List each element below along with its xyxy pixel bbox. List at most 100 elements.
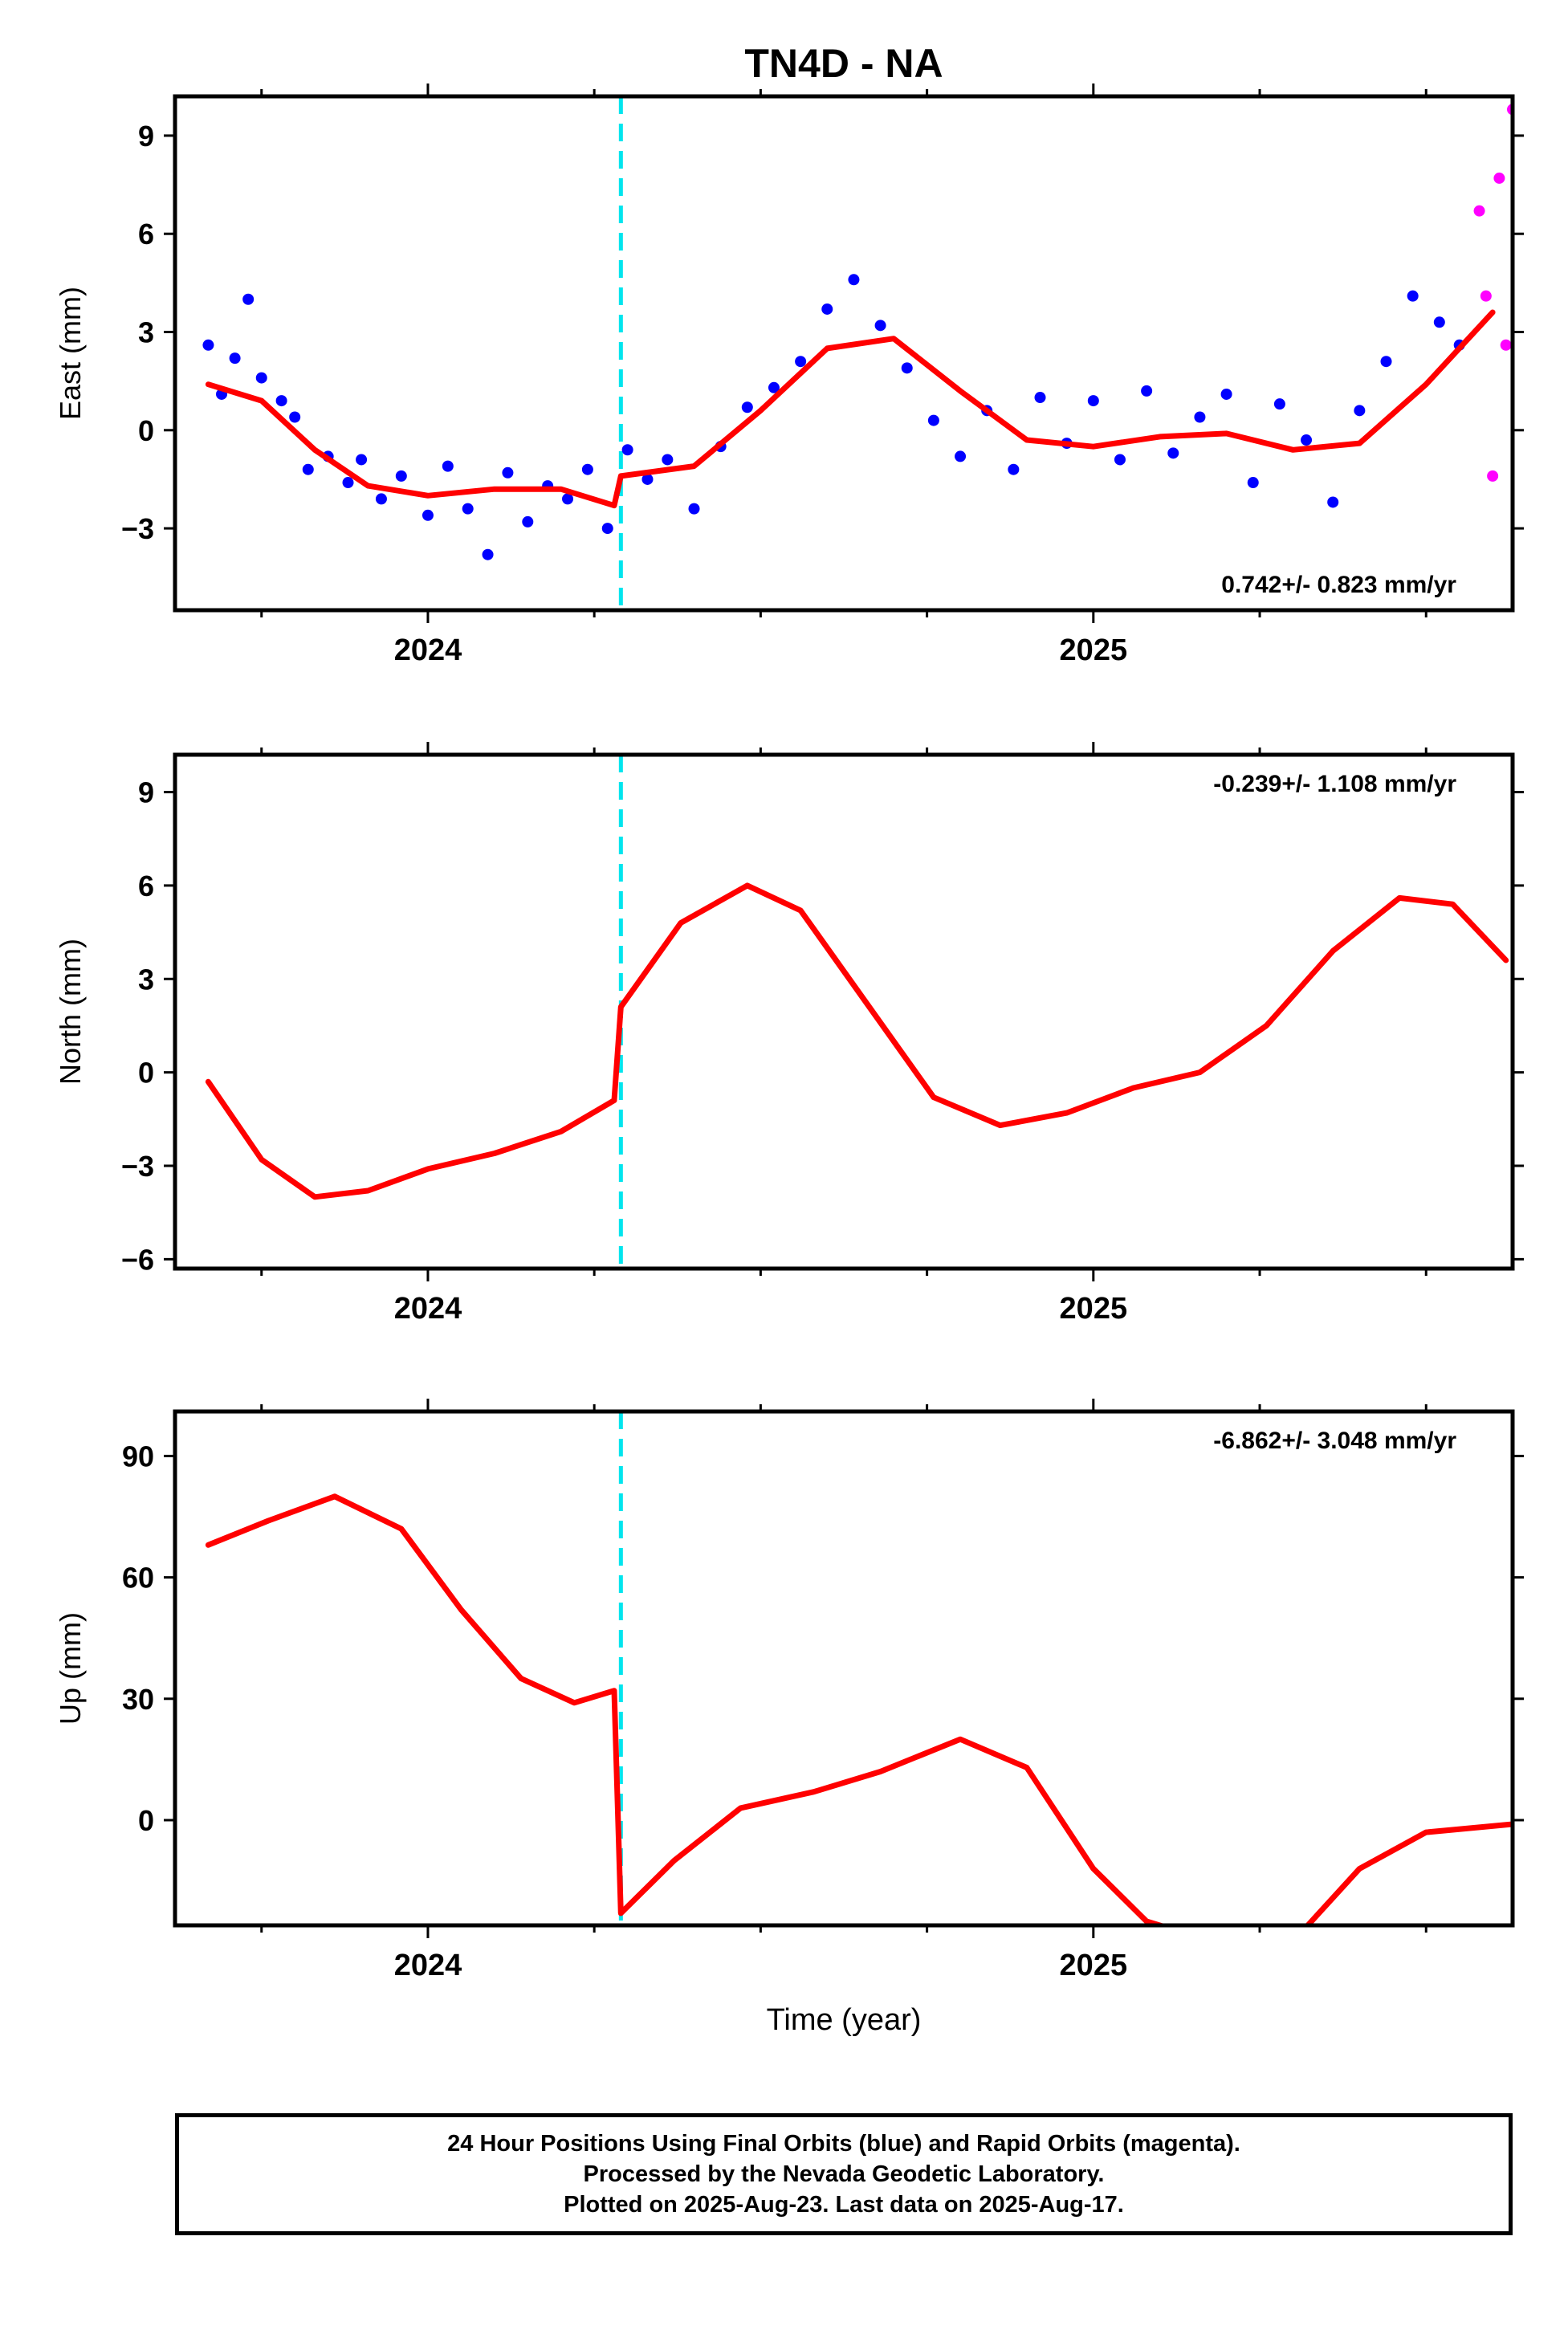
x-tick-label: 2025 bbox=[1060, 1949, 1128, 1982]
plot-area bbox=[205, 1411, 1513, 1925]
final-point bbox=[1380, 356, 1392, 368]
final-point bbox=[821, 303, 833, 315]
final-point bbox=[1327, 496, 1339, 508]
final-point bbox=[768, 381, 780, 393]
final-point bbox=[927, 414, 939, 426]
figure-title: TN4D - NA bbox=[744, 41, 943, 86]
panel-2: −6 −3 0 3 6 9 2024 2025 North (mm) -0.239+/- 1.10… bbox=[54, 742, 1524, 1326]
final-point bbox=[641, 473, 654, 485]
footer-line-1: 24 Hour Positions Using Final Orbits (bl… bbox=[447, 2131, 1240, 2157]
final-point bbox=[1141, 385, 1153, 397]
y-tick-label: 9 bbox=[138, 120, 154, 153]
y-tick-label: −3 bbox=[121, 512, 154, 545]
final-point bbox=[229, 352, 241, 365]
final-point bbox=[662, 454, 674, 466]
x-tick-label: 2024 bbox=[394, 1949, 462, 1982]
final-point bbox=[581, 463, 593, 475]
rate-label: 0.742+/- 0.823 mm/yr bbox=[1221, 572, 1456, 598]
final-point bbox=[1114, 454, 1126, 466]
final-point bbox=[1273, 398, 1285, 410]
final-point bbox=[1301, 434, 1313, 446]
final-point bbox=[275, 395, 287, 407]
rapid-point bbox=[1473, 205, 1485, 217]
rate-label: -6.862+/- 3.048 mm/yr bbox=[1213, 1428, 1456, 1454]
final-point bbox=[688, 503, 700, 515]
panel-1: −3 0 3 6 9 2024 2025 East (mm) 0.742+/- 0.823 mm… bbox=[54, 84, 1524, 667]
y-tick-label: 0 bbox=[138, 1057, 154, 1090]
panel-frame bbox=[173, 1409, 1515, 1928]
footer-line-3: Plotted on 2025-Aug-23. Last data on 202… bbox=[564, 2192, 1124, 2218]
model-curve bbox=[205, 882, 1509, 1200]
footer-note-box: 24 Hour Positions Using Final Orbits (bl… bbox=[175, 2113, 1513, 2235]
y-tick-label: 3 bbox=[138, 963, 154, 996]
final-point bbox=[562, 493, 574, 505]
final-point bbox=[522, 515, 534, 528]
footer-line-2: Processed by the Nevada Geodetic Laborat… bbox=[583, 2161, 1105, 2187]
final-point bbox=[356, 454, 368, 466]
y-tick-label: −6 bbox=[121, 1243, 154, 1276]
y-tick-label: 9 bbox=[138, 776, 154, 809]
final-point bbox=[422, 509, 434, 521]
rapid-point bbox=[1500, 339, 1512, 351]
y-axis-label: North (mm) bbox=[54, 939, 87, 1085]
final-point bbox=[1354, 405, 1366, 417]
final-point bbox=[741, 401, 753, 413]
panel-frame bbox=[173, 752, 1515, 1271]
final-point bbox=[342, 477, 354, 489]
y-tick-label: 6 bbox=[138, 218, 154, 251]
rapid-point bbox=[1480, 290, 1492, 302]
x-tick-label: 2025 bbox=[1060, 1292, 1128, 1326]
y-tick-label: 0 bbox=[138, 1804, 154, 1837]
final-point bbox=[375, 493, 387, 505]
x-axis-label: Time (year) bbox=[767, 2003, 922, 2037]
final-point bbox=[795, 356, 807, 368]
final-point bbox=[482, 548, 494, 560]
plot-area bbox=[205, 755, 1509, 1269]
y-axis-label: Up (mm) bbox=[54, 1612, 87, 1725]
y-tick-label: 30 bbox=[122, 1683, 154, 1716]
panel-frame bbox=[173, 94, 1515, 613]
rapid-point bbox=[1487, 470, 1499, 482]
final-point bbox=[874, 320, 886, 332]
final-point bbox=[1167, 447, 1179, 459]
final-point bbox=[1247, 477, 1259, 489]
model-curve bbox=[205, 309, 1496, 509]
y-tick-label: 90 bbox=[122, 1440, 154, 1473]
final-point bbox=[601, 523, 613, 535]
final-point bbox=[1407, 290, 1419, 302]
y-tick-label: 6 bbox=[138, 870, 154, 902]
final-point bbox=[202, 339, 214, 351]
final-point bbox=[442, 460, 454, 472]
final-point bbox=[848, 274, 860, 286]
final-point bbox=[1087, 395, 1099, 407]
x-tick-label: 2024 bbox=[394, 633, 462, 667]
final-point bbox=[289, 411, 301, 423]
final-point bbox=[621, 444, 633, 456]
model-curve bbox=[205, 1493, 1513, 1925]
panel-3: 0 30 60 90 2024 2025 Up (mm) -6.862+/- 3.048 mm… bbox=[54, 1399, 1524, 1982]
x-tick-label: 2025 bbox=[1060, 633, 1128, 667]
final-point bbox=[1034, 392, 1046, 404]
panels: −3 0 3 6 9 2024 2025 East (mm) 0.742+/- 0.823 mm… bbox=[54, 84, 1524, 1982]
y-axis-label: East (mm) bbox=[54, 287, 87, 420]
y-tick-label: −3 bbox=[121, 1150, 154, 1183]
final-point bbox=[901, 362, 913, 374]
final-point bbox=[1194, 411, 1206, 423]
final-point bbox=[955, 450, 967, 462]
rate-label: -0.239+/- 1.108 mm/yr bbox=[1213, 771, 1456, 797]
final-point bbox=[1220, 388, 1232, 400]
rapid-point bbox=[1493, 172, 1505, 184]
final-point bbox=[1008, 463, 1020, 475]
final-point bbox=[1433, 316, 1445, 328]
final-point bbox=[242, 293, 255, 305]
plot-area bbox=[202, 96, 1513, 610]
y-tick-label: 3 bbox=[138, 316, 154, 349]
y-tick-label: 0 bbox=[138, 414, 154, 447]
final-point bbox=[502, 466, 514, 479]
final-point bbox=[302, 463, 314, 475]
final-point bbox=[462, 503, 474, 515]
x-tick-label: 2024 bbox=[394, 1292, 462, 1326]
final-point bbox=[255, 372, 267, 384]
final-point bbox=[395, 470, 407, 482]
